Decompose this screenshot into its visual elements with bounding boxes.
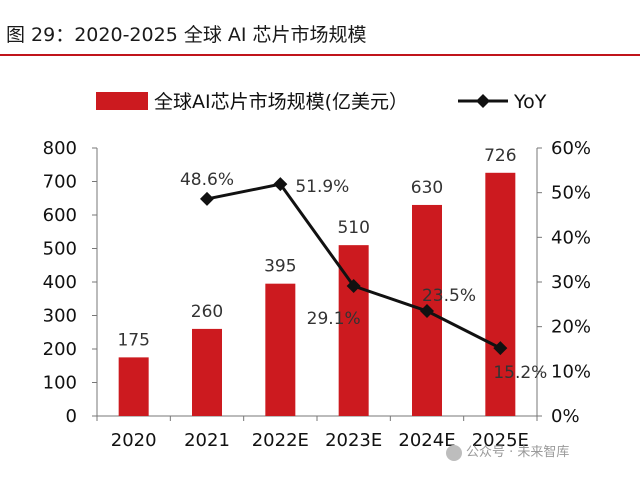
left-tick-label: 500: [43, 239, 77, 260]
yoy-marker: [346, 279, 361, 294]
bar: [485, 172, 516, 416]
bar-value-label: 630: [411, 178, 443, 198]
right-tick-label: 50%: [551, 183, 591, 204]
yoy-marker: [493, 341, 508, 356]
bar-value-label: 260: [191, 302, 223, 322]
bar-value-label: 510: [337, 218, 369, 238]
bar-value-label: 175: [117, 330, 149, 350]
bar: [265, 283, 296, 416]
figure-title: 图 29：2020-2025 全球 AI 芯片市场规模: [6, 24, 367, 46]
right-tick-label: 10%: [551, 361, 591, 382]
chart-axes: 0 100 200 300 400 500 600 700 800 0% 10% 20% 30% 40% 5…: [43, 138, 591, 451]
yoy-marker: [420, 304, 434, 319]
x-tick-label: 2023E: [325, 430, 382, 451]
legend-bar-label: 全球AI芯片市场规模(亿美元）: [154, 91, 408, 113]
data-labels: 175 260 395 510 630 726 48.6% 51.9% 29.1% 23.5% 15…: [117, 146, 547, 383]
right-tick-label: 20%: [551, 317, 591, 338]
left-tick-label: 100: [43, 373, 77, 394]
bar-value-label: 395: [264, 257, 296, 277]
left-tick-label: 300: [43, 306, 77, 327]
yoy-marker: [200, 191, 214, 206]
x-tick-label: 2024E: [398, 430, 455, 451]
left-tick-label: 800: [43, 138, 77, 159]
wechat-icon: [446, 444, 462, 461]
watermark-text: 公众号 · 未来智库: [466, 445, 570, 460]
right-tick-label: 60%: [551, 138, 591, 159]
right-tick-label: 40%: [551, 227, 591, 248]
yoy-value-label: 15.2%: [493, 363, 547, 383]
x-tick-label: 2025E: [472, 430, 529, 451]
bar-value-label: 726: [484, 146, 516, 166]
x-tick-label: 2022E: [252, 430, 309, 451]
right-tick-label: 0%: [551, 406, 580, 427]
bar: [118, 357, 149, 416]
yoy-line-series: [200, 177, 508, 356]
left-tick-label: 0: [66, 406, 77, 427]
title-divider: [0, 54, 640, 56]
left-tick-label: 400: [43, 272, 77, 293]
left-tick-label: 700: [43, 172, 77, 193]
legend-line-marker: [476, 94, 490, 108]
yoy-marker: [273, 177, 288, 192]
chart-legend: 全球AI芯片市场规模(亿美元） YoY: [96, 91, 547, 113]
watermark: 公众号 · 未来智库: [446, 441, 569, 461]
legend-line-label: YoY: [513, 91, 547, 113]
right-tick-label: 30%: [551, 272, 591, 293]
x-tick-label: 2020: [111, 430, 157, 451]
yoy-value-label: 29.1%: [307, 309, 361, 329]
yoy-value-label: 23.5%: [422, 286, 476, 306]
bar: [192, 328, 222, 416]
left-tick-label: 200: [43, 339, 77, 360]
yoy-value-label: 51.9%: [295, 177, 349, 197]
left-tick-label: 600: [43, 205, 77, 226]
x-tick-label: 2021: [184, 430, 230, 451]
yoy-value-label: 48.6%: [180, 170, 234, 190]
legend-bar-swatch: [96, 92, 148, 110]
